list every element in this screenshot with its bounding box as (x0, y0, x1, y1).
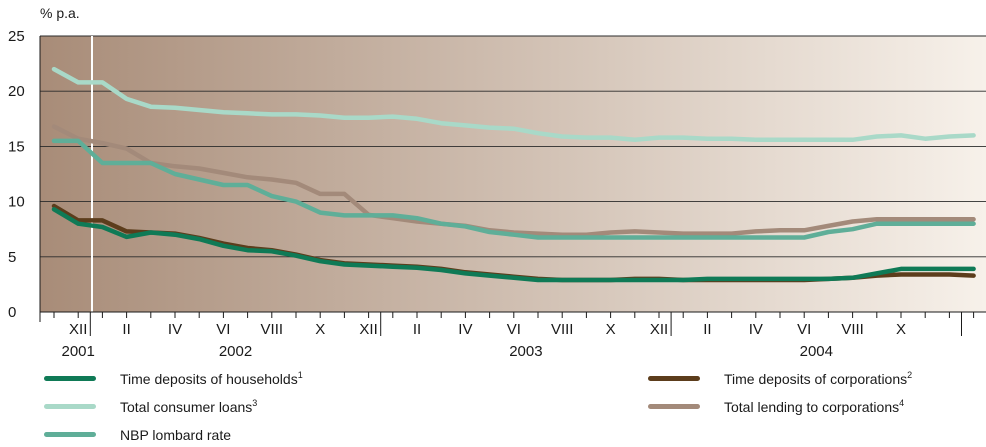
x-month-label: XII (69, 321, 87, 338)
x-month-label: X (606, 321, 616, 338)
x-month-label: VI (507, 321, 521, 338)
x-month-label: II (413, 321, 421, 338)
plot-area (40, 36, 986, 312)
x-month-label: II (703, 321, 711, 338)
x-month-label: IV (749, 321, 763, 338)
x-month-label: VI (797, 321, 811, 338)
series-line-4 (51, 207, 976, 283)
y-tick-label: 10 (8, 194, 25, 211)
x-month-label: X (315, 321, 325, 338)
y-tick-label: 5 (8, 249, 16, 266)
x-month-label: VIII (841, 321, 864, 338)
gridlines (40, 35, 986, 258)
x-month-label: IV (168, 321, 182, 338)
x-year-label: 2004 (800, 343, 833, 360)
series-lines (51, 66, 976, 283)
x-month-label: VIII (551, 321, 574, 338)
y-tick-label: 0 (8, 304, 16, 321)
series-line-2 (51, 138, 976, 240)
x-month-label: X (896, 321, 906, 338)
y-tick-label: 15 (8, 138, 25, 155)
x-month-label: IV (458, 321, 472, 338)
x-month-label: VI (216, 321, 230, 338)
x-month-label: II (122, 321, 130, 338)
unit-label: % p.a. (40, 5, 80, 21)
y-tick-label: 25 (8, 28, 25, 45)
x-year-label: 2002 (219, 343, 252, 360)
series-line-0 (51, 66, 976, 143)
x-year-label: 2003 (509, 343, 542, 360)
x-month-label: XII (650, 321, 668, 338)
y-tick-label: 20 (8, 83, 25, 100)
x-month-label: VIII (261, 321, 284, 338)
x-year-label: 2001 (62, 343, 95, 360)
x-month-label: XII (359, 321, 377, 338)
